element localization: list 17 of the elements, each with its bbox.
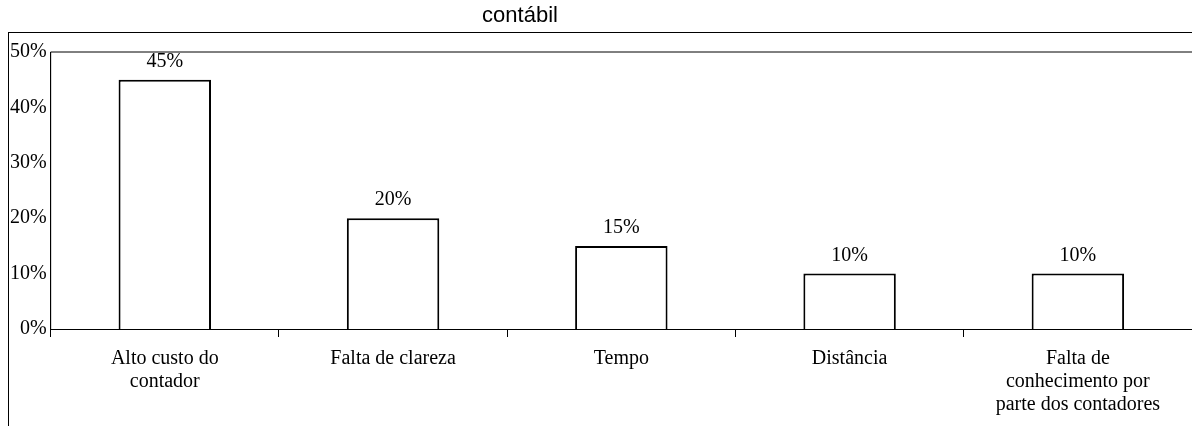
data-label: 20% (374, 187, 412, 210)
data-label: 45% (146, 48, 184, 71)
y-tick-label: 10% (9, 260, 47, 283)
data-label: 10% (831, 242, 868, 265)
chart-title: contábil (481, 2, 559, 28)
x-tick-label: Falta de conhecimento por parte dos contadores (995, 345, 1161, 415)
data-label: 10% (1059, 242, 1097, 265)
y-tick-label: 40% (9, 94, 47, 117)
x-tick-label: Tempo (593, 345, 649, 369)
x-tick-label: Falta de clareza (330, 345, 456, 368)
data-label: 15% (602, 215, 640, 238)
x-tick-label: Distância (811, 345, 888, 368)
y-tick-label: 0% (19, 316, 47, 339)
y-tick-label: 20% (9, 205, 47, 228)
x-tick-label: Alto custo do contador (110, 345, 219, 391)
y-tick-label: 50% (9, 39, 47, 62)
y-tick-label: 30% (9, 150, 47, 173)
